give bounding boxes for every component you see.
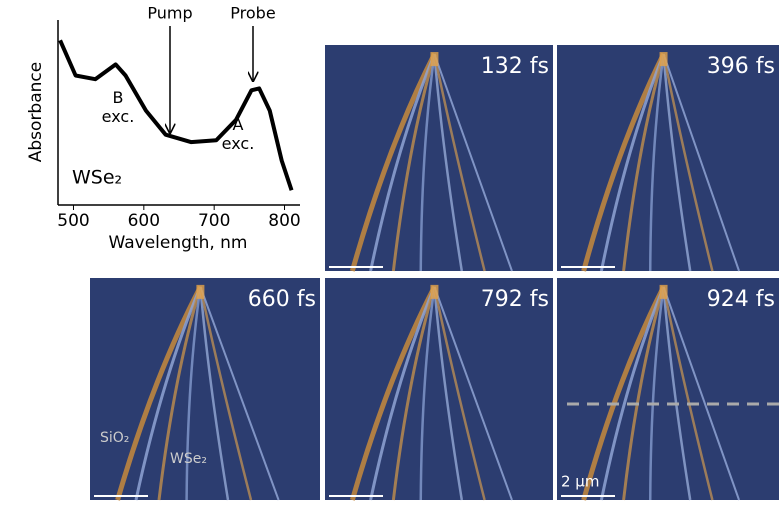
flake-label: WSe₂: [170, 451, 207, 467]
substrate-label: SiO₂: [100, 430, 129, 446]
streak: [433, 53, 486, 272]
time-label: 132 fs: [481, 54, 549, 79]
apex-glow: [430, 52, 439, 67]
streak: [433, 286, 486, 501]
streak: [433, 286, 513, 501]
streak: [662, 286, 692, 501]
image-panel: 792 fs: [325, 278, 553, 501]
streak: [581, 52, 666, 272]
streak: [157, 286, 202, 501]
streak: [648, 53, 665, 272]
streak: [433, 53, 513, 272]
apex-glow: [659, 52, 668, 67]
image-panel: 396 fs: [557, 45, 779, 272]
streak: [662, 53, 740, 272]
streak: [648, 286, 665, 501]
apex-glow: [196, 284, 205, 299]
scale-label: 2 µm: [561, 473, 599, 491]
y-axis-label: Absorbance: [26, 62, 46, 162]
streak: [662, 286, 740, 501]
probe-label: Probe: [230, 4, 275, 23]
image-panel: 660 fs: [90, 278, 320, 501]
streak: [419, 53, 436, 272]
apex-glow: [430, 284, 439, 299]
streak: [369, 286, 436, 501]
streak: [185, 286, 202, 501]
streak: [391, 53, 436, 272]
apex-glow: [659, 284, 668, 299]
x-tick-label: 500: [57, 211, 89, 231]
time-label: 396 fs: [707, 54, 775, 79]
streak: [199, 286, 253, 501]
streak: [419, 286, 436, 501]
streak: [115, 285, 203, 501]
pump-label: Pump: [147, 4, 192, 23]
streak: [199, 286, 230, 501]
streak: [433, 53, 464, 272]
streak: [369, 53, 436, 272]
streak: [662, 53, 714, 272]
streak: [662, 53, 692, 272]
image-panel: 132 fs: [325, 45, 553, 272]
streak: [199, 286, 280, 501]
streak: [599, 53, 665, 272]
x-tick-label: 700: [198, 211, 230, 231]
time-label: 660 fs: [248, 287, 316, 312]
streak: [622, 286, 666, 501]
streak: [433, 286, 464, 501]
image-panel: 924 fs: [557, 278, 779, 501]
streak: [599, 286, 665, 501]
absorbance-line: [58, 39, 294, 191]
x-tick-label: 800: [268, 211, 300, 231]
streak: [391, 286, 436, 501]
panels: 132 fs 396 fs 660 fs 792 fs 924 fs SiO₂ WSe₂ 2 …: [90, 45, 779, 501]
streak: [134, 286, 202, 501]
time-label: 792 fs: [481, 287, 549, 312]
streak: [622, 53, 666, 272]
streak: [349, 52, 437, 272]
x-tick-label: 600: [128, 211, 160, 231]
streak: [349, 285, 437, 501]
time-label: 924 fs: [707, 287, 775, 312]
series-label: WSe₂: [72, 167, 122, 189]
x-axis-label: Wavelength, nm: [109, 233, 248, 253]
streak: [662, 286, 714, 501]
streak: [581, 285, 666, 501]
